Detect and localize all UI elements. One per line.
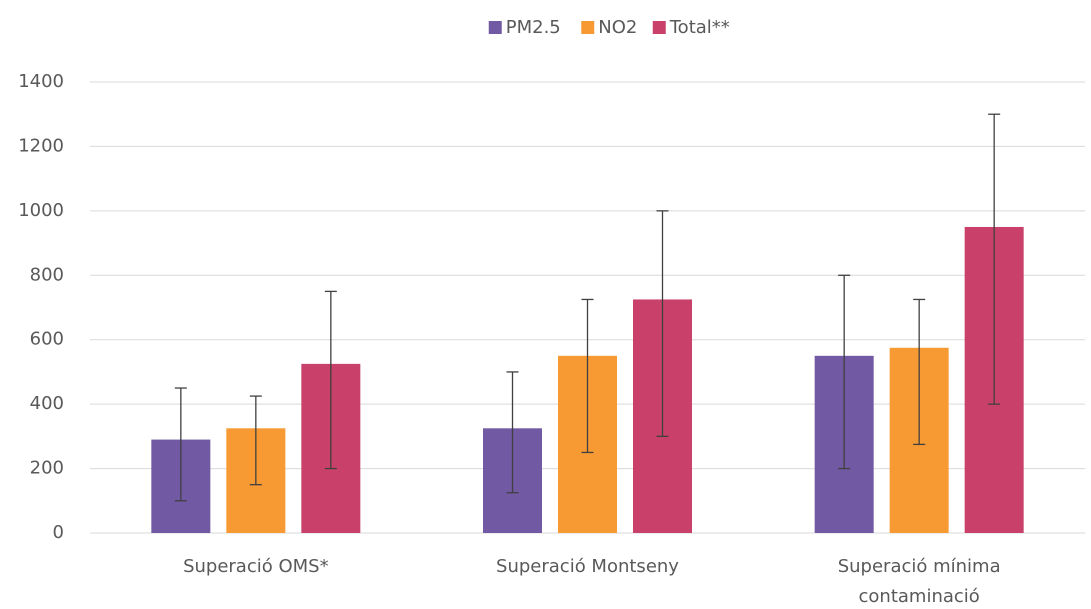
y-tick-label: 600 [30,329,64,350]
y-tick-label: 1000 [18,200,64,221]
legend-label: PM2.5 [506,17,561,38]
y-tick-label: 1200 [18,135,64,156]
y-tick-label: 200 [30,458,64,479]
x-tick-label: Superació Montseny [496,556,679,577]
legend-swatch [488,21,502,34]
x-tick-label: Superació mínima contaminació [837,556,1001,607]
legend-label: Total** [669,17,730,38]
legend-swatch [581,21,595,34]
legend-label: NO2 [598,17,637,38]
legend-swatch [652,21,666,34]
y-tick-label: 0 [53,522,64,543]
x-tick-label: Superació OMS* [183,556,329,577]
y-tick-label: 1400 [18,71,64,92]
y-tick-label: 800 [30,264,64,285]
y-tick-label: 400 [30,393,64,414]
